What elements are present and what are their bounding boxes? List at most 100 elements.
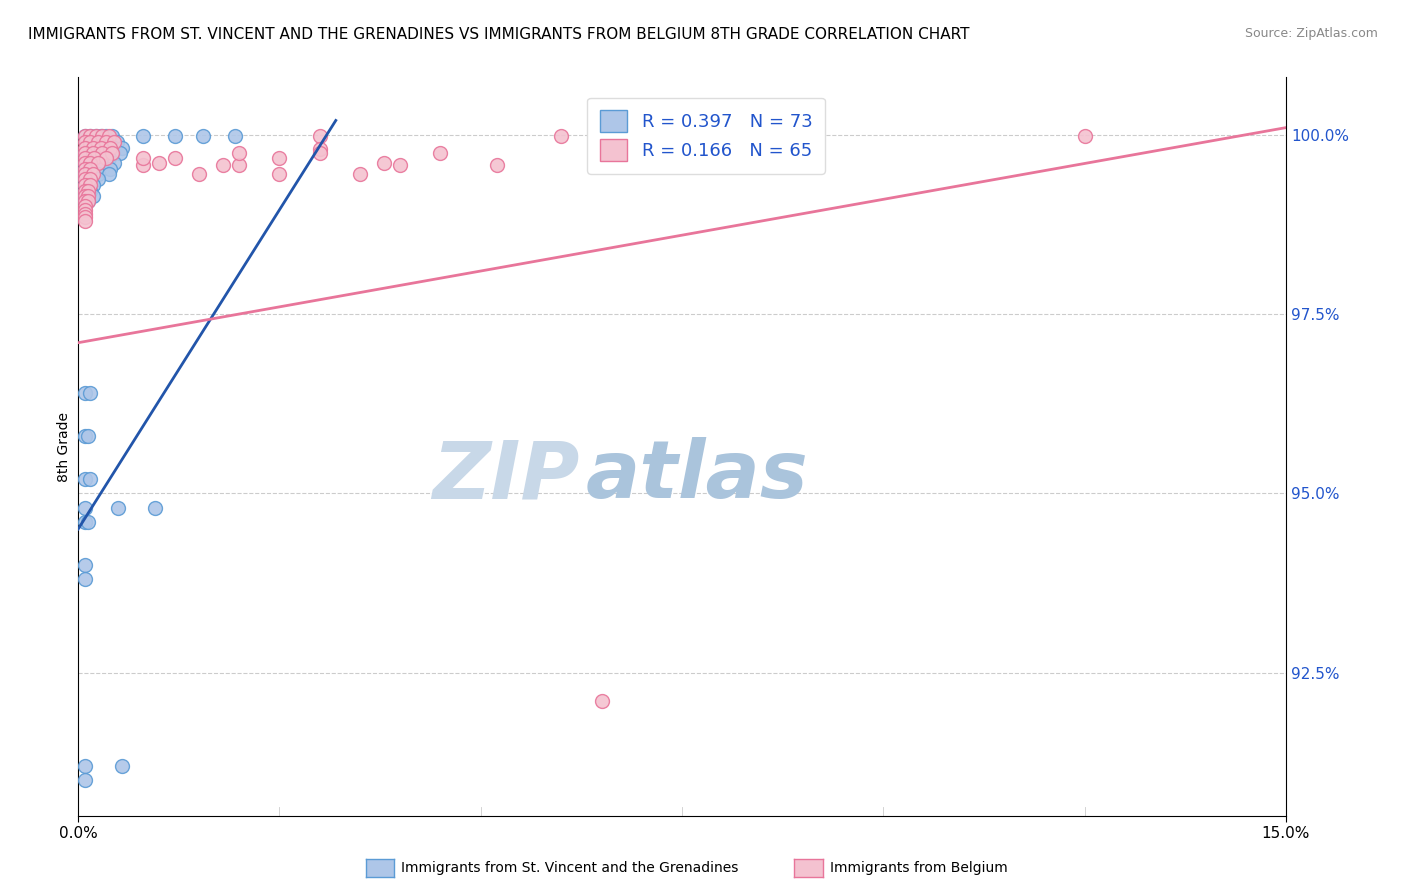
Point <box>83 141 105 155</box>
Text: Immigrants from Belgium: Immigrants from Belgium <box>830 861 1007 875</box>
Point <box>91 141 114 155</box>
Point <box>73 184 96 198</box>
Point <box>73 178 96 192</box>
Point <box>76 194 98 208</box>
Point <box>91 145 114 160</box>
Point <box>103 156 125 170</box>
Point <box>163 129 186 144</box>
Point <box>93 135 115 149</box>
Point <box>76 429 98 443</box>
Point <box>103 135 125 149</box>
Point <box>73 172 96 186</box>
Point <box>76 141 98 155</box>
Point <box>84 129 107 144</box>
Point <box>82 188 104 202</box>
Point <box>73 145 96 160</box>
Point <box>101 145 124 160</box>
Point <box>76 194 98 208</box>
Point <box>105 135 128 149</box>
Point <box>73 167 96 181</box>
Point <box>73 203 96 218</box>
Point <box>103 141 125 155</box>
Point <box>84 145 107 160</box>
Point <box>73 211 96 225</box>
Point <box>224 129 246 144</box>
Text: atlas: atlas <box>585 437 808 516</box>
Point <box>90 129 112 144</box>
Point <box>83 162 105 177</box>
Point <box>79 172 101 186</box>
Point <box>87 156 110 170</box>
Point <box>143 500 166 515</box>
Point <box>73 385 96 400</box>
Point <box>73 773 96 788</box>
Point <box>79 129 101 144</box>
Point <box>73 500 96 515</box>
Point <box>91 129 114 144</box>
Point <box>87 167 110 181</box>
Point <box>792 129 814 144</box>
Point <box>79 178 101 192</box>
Point <box>82 135 104 149</box>
Point <box>73 151 96 165</box>
Point <box>79 129 101 144</box>
Point <box>73 207 96 221</box>
Point <box>96 129 118 144</box>
Point <box>228 158 250 172</box>
Point <box>131 158 153 172</box>
Point <box>73 429 96 443</box>
Point <box>73 188 96 202</box>
Point <box>79 167 101 181</box>
Point <box>79 156 101 170</box>
Point <box>131 151 153 165</box>
Point <box>1073 129 1095 144</box>
Point <box>73 172 96 186</box>
Point <box>373 156 395 170</box>
Point <box>76 515 98 529</box>
Point <box>87 135 110 149</box>
Point <box>308 129 330 144</box>
Point <box>73 515 96 529</box>
Point <box>111 758 134 772</box>
Point <box>93 145 115 160</box>
Text: Source: ZipAtlas.com: Source: ZipAtlas.com <box>1244 27 1378 40</box>
Point <box>308 145 330 160</box>
Point <box>82 167 104 181</box>
Point <box>212 158 235 172</box>
Point <box>98 135 121 149</box>
Point <box>75 151 97 165</box>
Point <box>163 151 186 165</box>
Point <box>79 472 101 486</box>
Point <box>75 135 97 149</box>
Legend: R = 0.397   N = 73, R = 0.166   N = 65: R = 0.397 N = 73, R = 0.166 N = 65 <box>588 97 825 174</box>
Point <box>79 135 101 149</box>
Point <box>79 156 101 170</box>
Point <box>73 188 96 202</box>
Point <box>108 145 131 160</box>
Point <box>79 162 101 177</box>
Point <box>91 162 114 177</box>
Point <box>84 129 107 144</box>
Point <box>79 172 101 186</box>
Point <box>90 151 112 165</box>
Text: IMMIGRANTS FROM ST. VINCENT AND THE GRENADINES VS IMMIGRANTS FROM BELGIUM 8TH GR: IMMIGRANTS FROM ST. VINCENT AND THE GREN… <box>28 27 970 42</box>
Point <box>97 167 120 181</box>
Point <box>73 199 96 213</box>
Point <box>73 129 96 144</box>
Point <box>87 172 110 186</box>
Point <box>97 141 120 155</box>
Point <box>73 572 96 586</box>
Point <box>73 184 96 198</box>
Text: ZIP: ZIP <box>432 437 579 516</box>
Point <box>76 162 98 177</box>
Point <box>187 167 209 181</box>
Point <box>87 135 110 149</box>
Point <box>73 194 96 208</box>
Point <box>73 167 96 181</box>
Point <box>308 142 330 156</box>
Point <box>349 167 371 181</box>
Point <box>96 135 118 149</box>
Point <box>73 162 96 177</box>
Point <box>269 151 291 165</box>
Point <box>591 694 613 708</box>
